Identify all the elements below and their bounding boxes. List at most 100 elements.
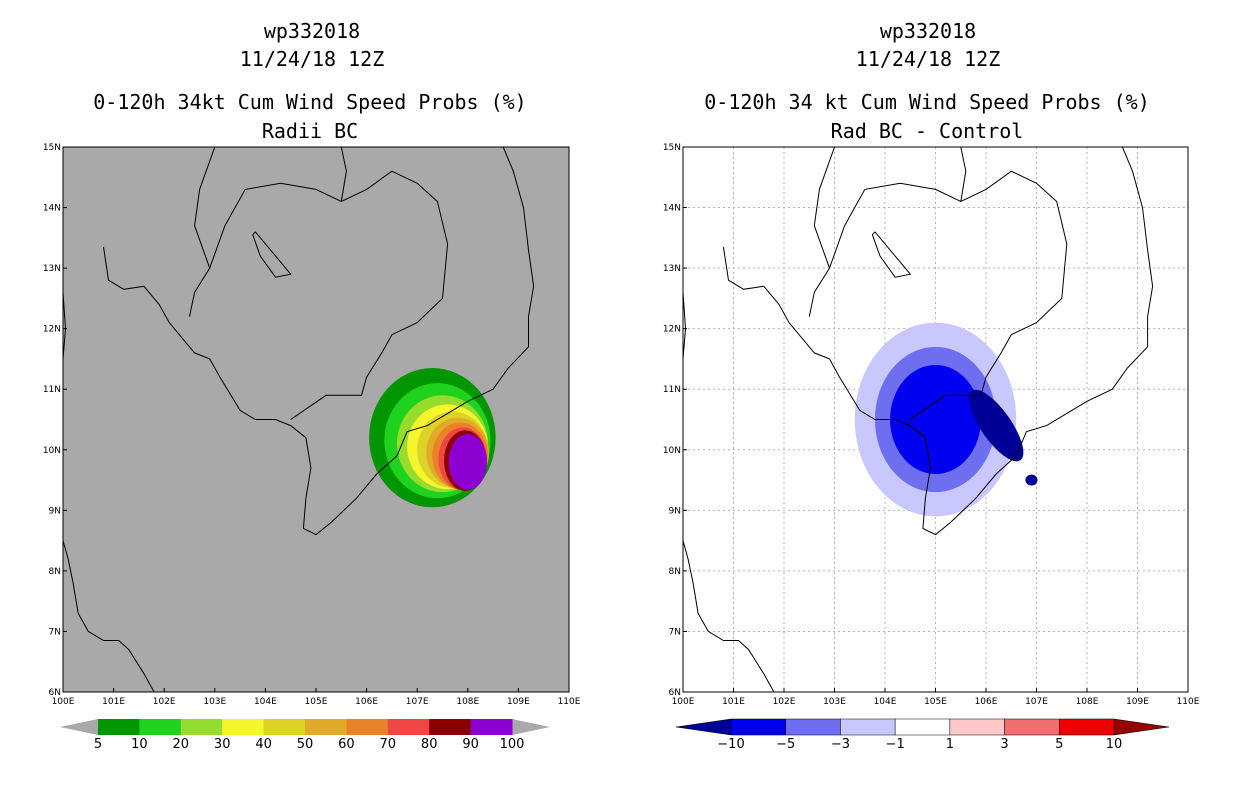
right-subtitle: Rad BC - Control [831, 119, 1024, 143]
colorbar-label: 20 [173, 737, 190, 752]
colorbar-swatch [222, 719, 265, 735]
colorbar-label: 5 [94, 737, 102, 752]
colorbar-swatch [98, 719, 140, 735]
colorbar-high-arrow [512, 719, 550, 735]
contour-level-neg10 [968, 389, 1024, 462]
x-tick-label: 103E [823, 697, 846, 707]
colorbar-label: 10 [1106, 737, 1123, 752]
x-tick-label: 104E [254, 697, 277, 707]
colorbar-low-arrow [675, 718, 732, 736]
right-date: 11/24/18 12Z [856, 47, 1001, 71]
coastline [829, 147, 1154, 536]
colorbar-label: 3 [1000, 737, 1008, 752]
x-tick-label: 105E [924, 697, 947, 707]
y-tick-label: 11N [663, 385, 681, 395]
right-title: 0-120h 34 kt Cum Wind Speed Probs (%) [704, 90, 1150, 114]
coastline [871, 231, 912, 278]
y-tick-label: 12N [663, 325, 681, 335]
left-contours [369, 368, 496, 508]
colorbar-swatch [470, 719, 513, 735]
colorbar-swatch [785, 718, 841, 736]
coastline [808, 170, 1068, 420]
left-colorbar: 5 10 20 30 40 50 60 70 80 90 100 [60, 719, 550, 752]
colorbar-label: 70 [380, 737, 397, 752]
left-date: 11/24/18 12Z [240, 47, 385, 71]
coastline [722, 246, 830, 360]
colorbar-label: 100 [500, 737, 525, 752]
right-storm-id: wp332018 [880, 19, 976, 43]
colorbar-swatch [429, 719, 472, 735]
right-gridlines [683, 147, 1188, 692]
x-tick-label: 108E [1076, 697, 1099, 707]
colorbar-swatch [305, 719, 347, 735]
coastline [340, 147, 347, 202]
x-tick-label: 105E [305, 697, 328, 707]
colorbar-label: 80 [421, 737, 438, 752]
coastline [189, 170, 449, 420]
right-panel: wp332018 11/24/18 12Z 0-120h 34 kt Cum W… [663, 19, 1200, 752]
coastline [63, 292, 67, 362]
contour-level-90 [448, 434, 488, 490]
colorbar-low-arrow [60, 719, 98, 735]
left-axis-ticks: 100E 101E 102E 103E 104E 105E 106E 107E 108E 109E… [43, 143, 581, 707]
y-tick-label: 7N [669, 627, 681, 637]
contour-level-neg5 [890, 365, 981, 474]
colorbar-swatch [139, 719, 182, 735]
y-tick-label: 15N [663, 143, 681, 153]
x-tick-label: 106E [975, 697, 998, 707]
y-tick-label: 14N [663, 204, 681, 214]
colorbar-swatch [949, 718, 1005, 736]
x-tick-label: 103E [203, 697, 226, 707]
y-tick-label: 15N [43, 143, 61, 153]
x-tick-label: 107E [1025, 697, 1048, 707]
coastline [103, 246, 210, 360]
x-tick-label: 110E [1177, 697, 1200, 707]
y-tick-label: 10N [43, 446, 61, 456]
colorbar-swatch [894, 718, 951, 736]
x-tick-label: 102E [773, 697, 796, 707]
x-tick-label: 101E [722, 697, 745, 707]
x-tick-label: 108E [456, 697, 479, 707]
x-tick-label: 109E [1126, 697, 1149, 707]
x-tick-label: 107E [406, 697, 429, 707]
y-tick-label: 11N [43, 385, 61, 395]
colorbar-label: 10 [131, 737, 148, 752]
y-tick-label: 6N [669, 688, 681, 698]
left-panel: wp332018 11/24/18 12Z 0-120h 34kt Cum Wi… [43, 19, 581, 752]
colorbar-label: 60 [338, 737, 355, 752]
colorbar-label: −10 [717, 737, 744, 752]
colorbar-swatch [840, 718, 896, 736]
x-tick-label: 100E [52, 697, 75, 707]
coastline [252, 231, 292, 278]
left-subtitle: Radii BC [262, 119, 358, 143]
colorbar-swatch [263, 719, 306, 735]
y-tick-label: 9N [669, 506, 681, 516]
x-tick-label: 109E [507, 697, 530, 707]
coastline [194, 147, 216, 269]
coastline [813, 147, 835, 269]
x-tick-label: 102E [153, 697, 176, 707]
right-colorbar: −10 −5 −3 −1 1 3 5 10 [675, 718, 1170, 752]
coastline [209, 147, 535, 536]
colorbar-label: −3 [831, 737, 850, 752]
y-tick-label: 9N [49, 506, 61, 516]
left-storm-id: wp332018 [264, 19, 360, 43]
y-tick-label: 8N [669, 567, 681, 577]
colorbar-label: 40 [255, 737, 272, 752]
colorbar-label: 1 [946, 737, 954, 752]
coastline [683, 540, 775, 692]
colorbar-label: 90 [462, 737, 479, 752]
y-tick-label: 13N [663, 264, 681, 274]
colorbar-swatch [180, 719, 223, 735]
y-tick-label: 7N [49, 627, 61, 637]
contour-level-neg10 [1025, 474, 1038, 486]
coastline [960, 147, 967, 202]
x-tick-label: 110E [558, 697, 581, 707]
x-tick-label: 101E [102, 697, 125, 707]
right-coastlines [683, 147, 1154, 692]
coastline [63, 540, 155, 692]
colorbar-swatch [730, 718, 786, 736]
colorbar-label: 30 [214, 737, 231, 752]
x-tick-label: 106E [355, 697, 378, 707]
left-coastlines [63, 147, 535, 692]
